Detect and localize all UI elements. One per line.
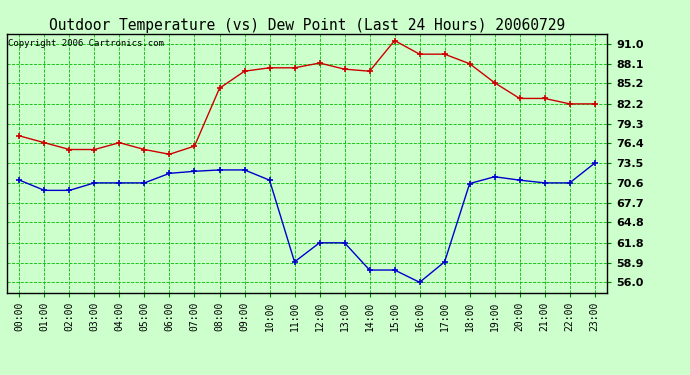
Text: Copyright 2006 Cartronics.com: Copyright 2006 Cartronics.com: [8, 39, 164, 48]
Title: Outdoor Temperature (vs) Dew Point (Last 24 Hours) 20060729: Outdoor Temperature (vs) Dew Point (Last…: [49, 18, 565, 33]
